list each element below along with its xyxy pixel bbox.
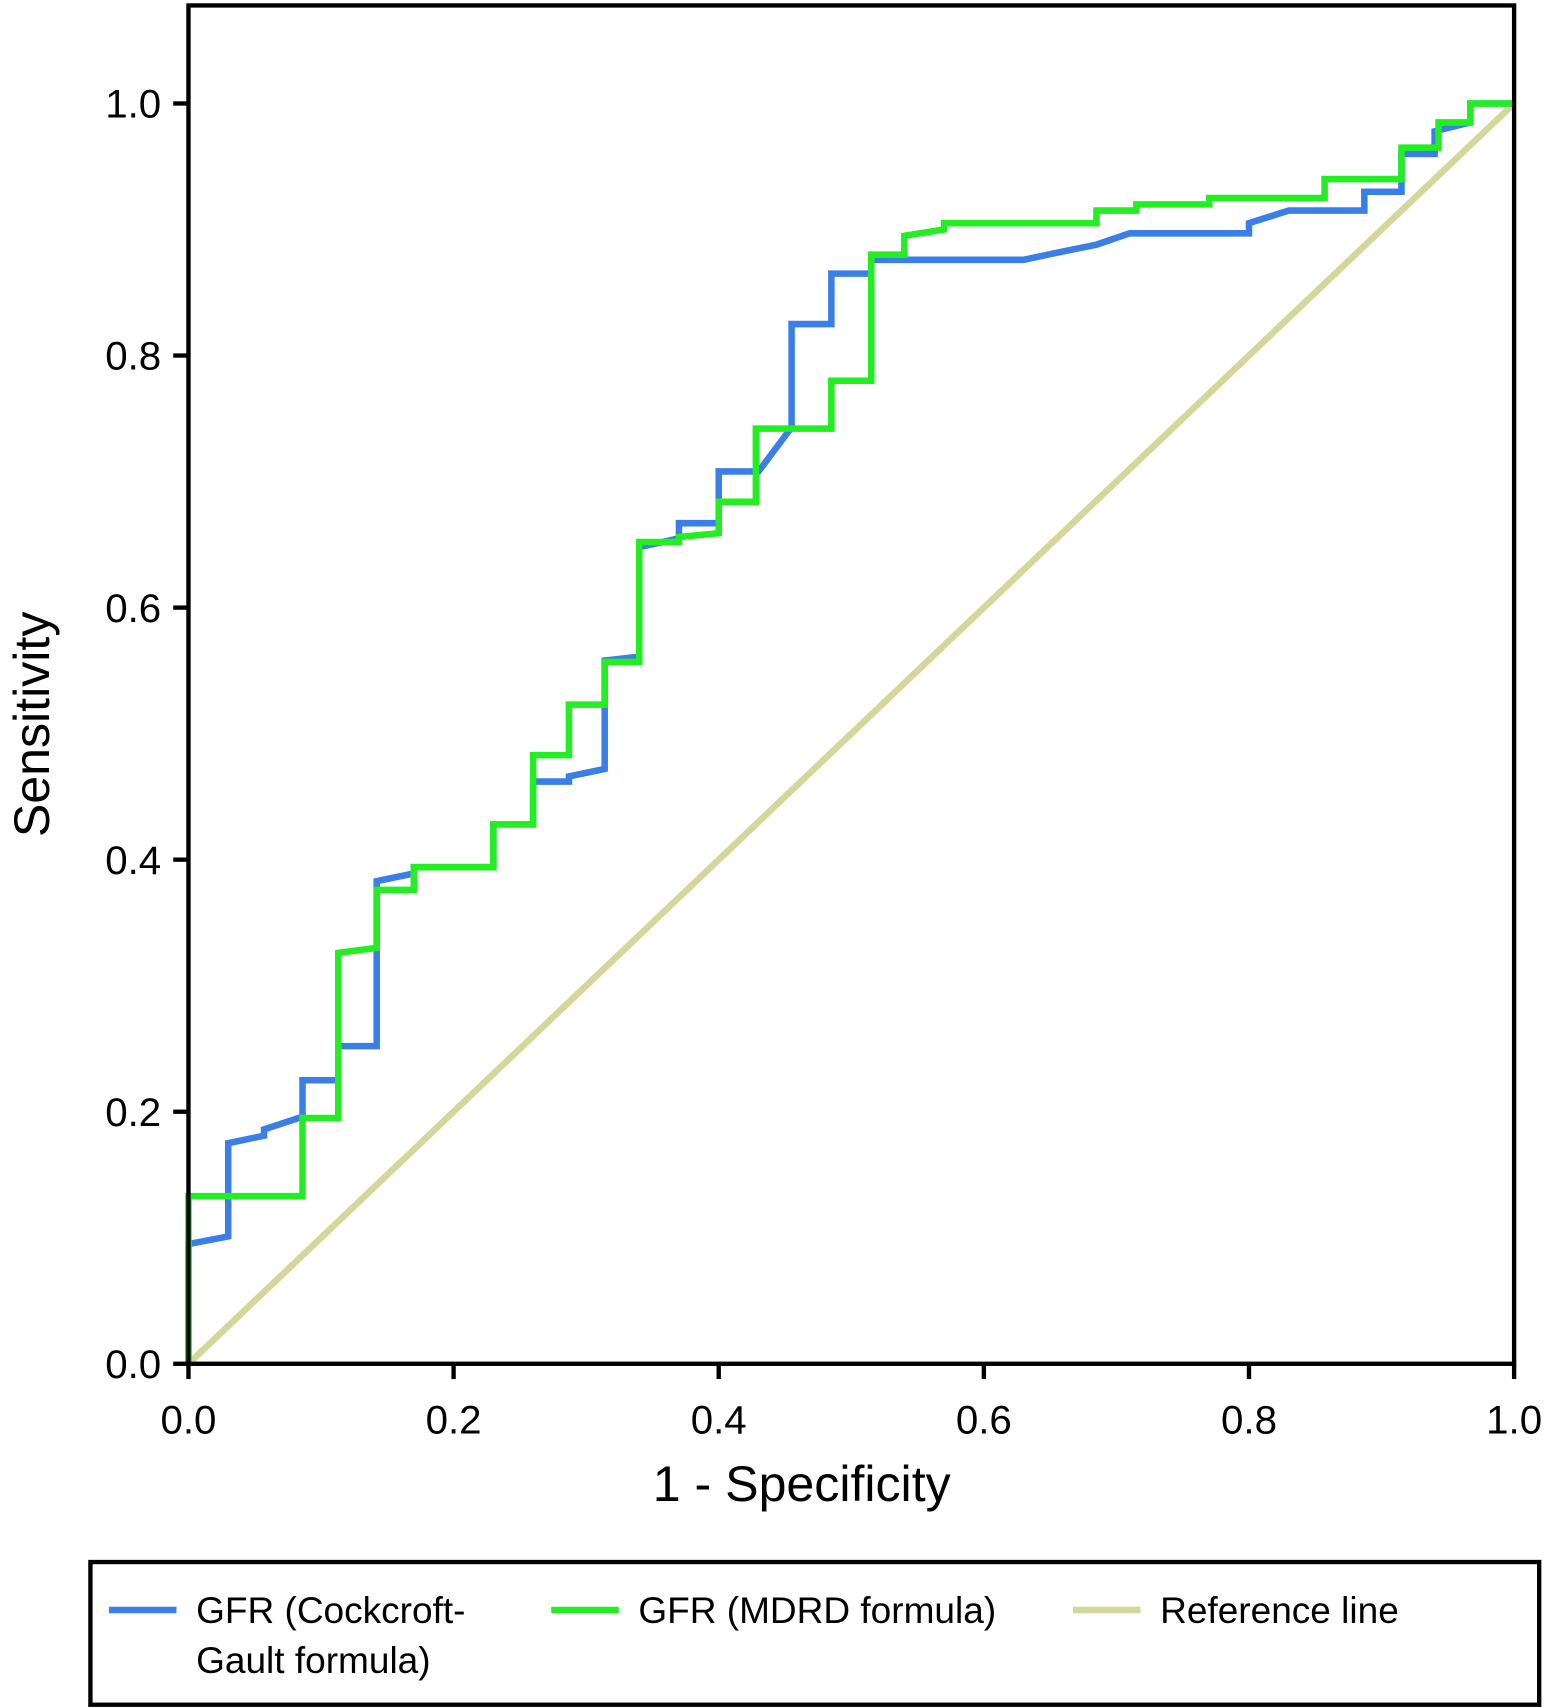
x-axis-label: 1 - Specificity xyxy=(653,1456,951,1512)
x-tick-label: 0.2 xyxy=(426,1398,482,1443)
x-tick-label: 1.0 xyxy=(1486,1398,1542,1443)
axis-ticks: 0.0 0.2 0.4 0.6 0.8 1.0 0.0 0.2 0.4 0.6 0.8 1.0 xyxy=(105,82,1542,1443)
legend-item-1: GFR (MDRD formula) xyxy=(551,1589,996,1631)
legend-label: GFR (MDRD formula) xyxy=(638,1589,996,1631)
x-tick-label: 0.8 xyxy=(1221,1398,1277,1443)
y-tick-label: 0.0 xyxy=(105,1342,161,1387)
legend-label: Reference line xyxy=(1160,1589,1399,1631)
legend-label: Gault formula) xyxy=(196,1639,431,1681)
legend-label: GFR (Cockcroft- xyxy=(196,1589,465,1631)
x-tick-label: 0.6 xyxy=(956,1398,1012,1443)
x-tick-label: 0.4 xyxy=(691,1398,747,1443)
legend-item-0: GFR (Cockcroft- Gault formula) xyxy=(108,1589,465,1681)
x-tick-label: 0.0 xyxy=(160,1398,216,1443)
plot-lines xyxy=(185,100,1517,1367)
series-line-1 xyxy=(185,100,1515,1364)
legend: GFR (Cockcroft- Gault formula) GFR (MDRD f… xyxy=(108,1589,1399,1681)
y-tick-label: 0.4 xyxy=(105,838,161,883)
series-line-2 xyxy=(186,101,1517,1367)
y-tick-label: 1.0 xyxy=(105,82,161,127)
plot-frame xyxy=(186,3,1517,1366)
y-tick-label: 0.8 xyxy=(105,334,161,379)
y-tick-label: 0.6 xyxy=(105,586,161,631)
y-tick-label: 0.2 xyxy=(105,1090,161,1135)
legend-item-2: Reference line xyxy=(1072,1589,1399,1631)
legend-box xyxy=(88,1559,1542,1707)
y-axis-label: Sensitivity xyxy=(4,612,60,838)
